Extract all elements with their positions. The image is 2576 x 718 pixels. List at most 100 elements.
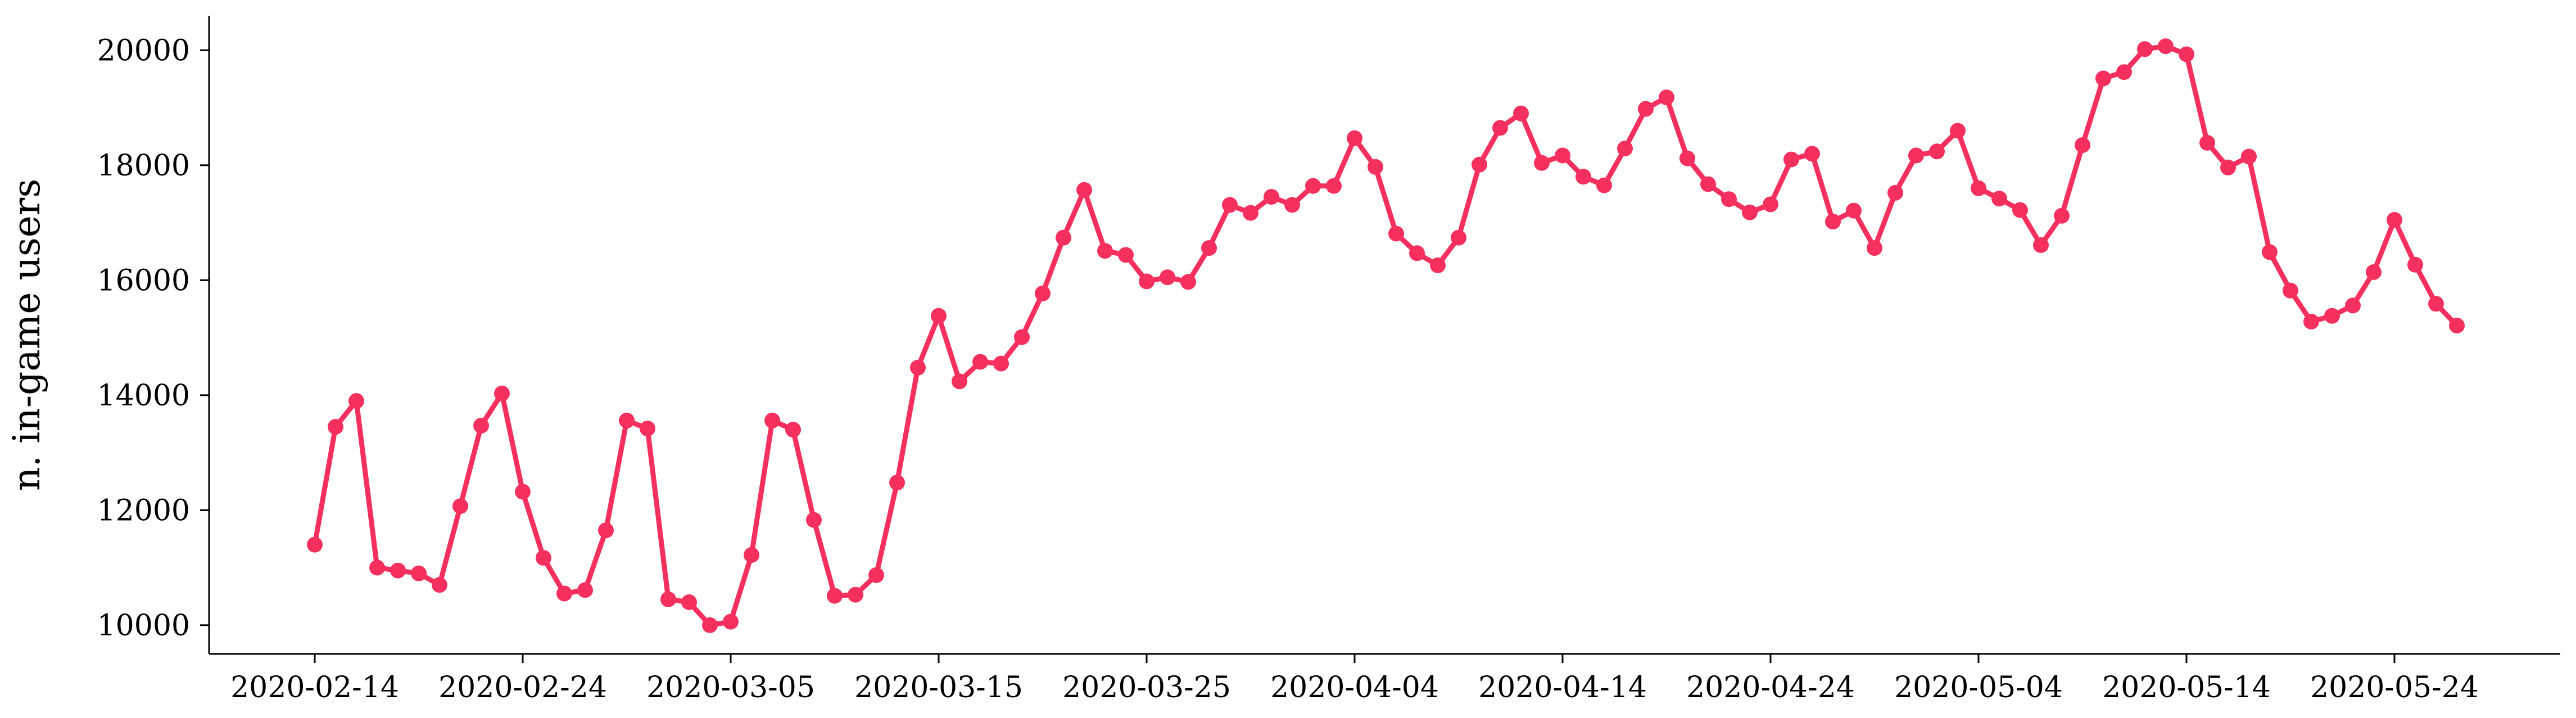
x-tick-label: 2020-05-04 — [1894, 671, 2063, 705]
y-tick-label: 18000 — [97, 149, 190, 183]
data-point — [723, 613, 739, 630]
data-point — [2075, 137, 2090, 153]
data-point — [1451, 229, 1466, 246]
data-point — [1825, 214, 1841, 230]
data-point — [2407, 256, 2423, 273]
data-point — [889, 475, 905, 491]
x-tick-label: 2020-04-24 — [1686, 671, 1855, 705]
data-point — [1867, 240, 1882, 256]
x-tick-label: 2020-04-14 — [1478, 671, 1647, 705]
data-point — [1430, 257, 1446, 273]
y-tick-label: 14000 — [97, 379, 190, 413]
data-point — [1492, 120, 1508, 136]
data-point — [1118, 247, 1134, 263]
data-point — [640, 421, 655, 437]
data-point — [452, 498, 468, 514]
data-point — [1804, 146, 1820, 162]
data-point — [494, 385, 510, 401]
data-point — [1180, 274, 1196, 290]
data-point — [2387, 212, 2402, 228]
data-point — [1388, 225, 1404, 242]
data-point — [1908, 147, 1924, 164]
data-point — [1409, 245, 1425, 261]
x-tick-label: 2020-05-24 — [2310, 671, 2479, 705]
data-point — [744, 547, 759, 563]
data-point — [1721, 191, 1737, 207]
data-point — [1305, 178, 1321, 194]
data-point — [1284, 197, 1300, 213]
series-line — [312, 43, 2460, 628]
data-point — [1659, 89, 1674, 106]
data-point — [2033, 237, 2049, 253]
data-point — [1160, 269, 1175, 286]
data-point — [1576, 169, 1591, 185]
data-point — [2179, 46, 2194, 62]
data-point — [848, 586, 863, 603]
y-tick-label: 20000 — [97, 34, 190, 67]
data-point — [328, 419, 343, 435]
data-point — [1929, 143, 1945, 160]
data-point — [785, 422, 801, 438]
data-point — [910, 359, 926, 376]
data-point — [1950, 123, 1966, 139]
data-point — [702, 617, 718, 633]
data-point — [369, 559, 385, 576]
y-axis-title: n. in-game users — [5, 179, 48, 491]
data-point — [1783, 151, 1799, 168]
data-point — [764, 412, 780, 428]
data-point — [1763, 196, 1778, 213]
data-point — [2054, 207, 2070, 224]
data-point — [473, 418, 489, 434]
data-point — [598, 522, 614, 539]
data-point — [2345, 297, 2361, 314]
data-point — [1617, 141, 1633, 157]
data-point — [2262, 244, 2278, 260]
data-point — [348, 393, 364, 409]
data-point — [660, 591, 676, 607]
data-point — [1139, 273, 1155, 290]
data-point — [1264, 189, 1279, 205]
data-point — [2220, 159, 2236, 175]
data-point — [619, 412, 635, 428]
data-point — [1076, 182, 1092, 198]
data-point — [868, 567, 884, 583]
data-point — [952, 373, 967, 390]
x-tick-label: 2020-05-14 — [2102, 671, 2271, 705]
y-tick-label: 12000 — [97, 494, 190, 527]
data-point — [1555, 147, 1570, 164]
data-point — [1846, 202, 1862, 219]
data-point — [515, 484, 531, 500]
data-point — [1222, 197, 1238, 213]
y-axis-ticks: 10000 12000 14000 16000 18000 20000 — [97, 34, 209, 643]
data-point — [2116, 64, 2132, 80]
data-point — [1596, 177, 1612, 193]
data-point — [993, 355, 1009, 372]
x-tick-label: 2020-04-04 — [1270, 671, 1439, 705]
data-point — [432, 577, 447, 593]
data-point — [2366, 264, 2382, 280]
data-point — [1638, 101, 1654, 117]
data-point — [1243, 205, 1258, 221]
data-point — [1472, 156, 1487, 173]
data-point — [1097, 243, 1113, 259]
data-point — [1056, 229, 1071, 246]
data-point — [806, 512, 822, 528]
data-point — [2303, 314, 2319, 329]
data-point — [307, 536, 323, 553]
data-point — [931, 308, 947, 324]
data-point — [1700, 176, 1716, 192]
data-point — [1534, 155, 1550, 171]
data-point — [536, 550, 551, 566]
x-tick-label: 2020-03-15 — [854, 671, 1023, 705]
data-point — [2324, 308, 2340, 324]
data-point — [2241, 148, 2257, 165]
data-point — [2095, 70, 2111, 87]
data-point — [1368, 159, 1383, 175]
data-point — [1347, 130, 1362, 146]
data-point — [411, 565, 427, 581]
data-point — [1035, 285, 1051, 301]
data-point — [556, 585, 572, 602]
data-point — [972, 354, 988, 370]
data-point — [1679, 150, 1695, 166]
data-point — [2137, 41, 2153, 57]
